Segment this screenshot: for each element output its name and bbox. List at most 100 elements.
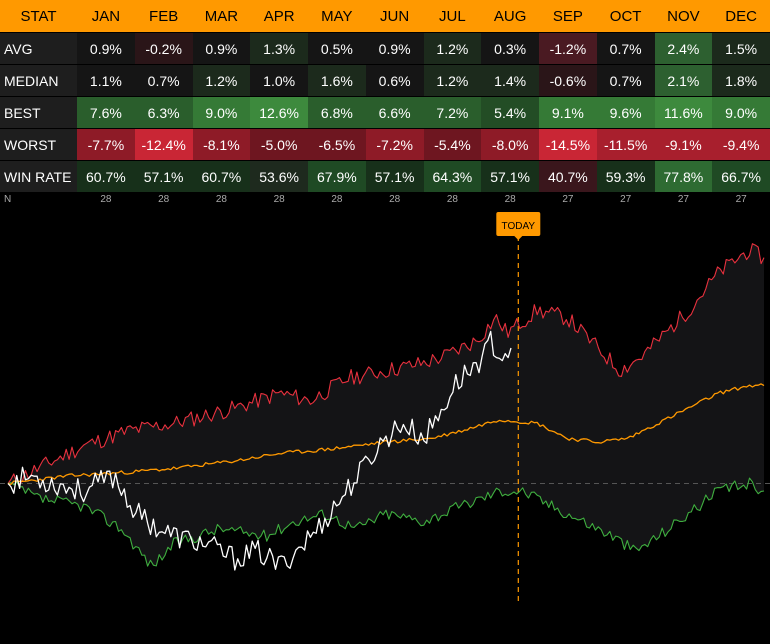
cell-n-aug: 28: [481, 192, 539, 206]
cell-median-nov: 2.1%: [654, 64, 713, 97]
cell-win-rate-jun: 57.1%: [365, 160, 424, 192]
cell-best-feb: 6.3%: [134, 96, 193, 129]
cell-best-oct: 9.6%: [596, 96, 655, 129]
cell-median-feb: 0.7%: [134, 64, 193, 97]
cell-worst-sep: -14.5%: [539, 128, 597, 161]
cell-n-jan: 28: [77, 192, 135, 206]
current-year-line: [7, 330, 512, 571]
cell-win-rate-dec: 66.7%: [712, 160, 770, 192]
cell-avg-aug: 0.3%: [481, 32, 539, 65]
cell-median-jan: 1.1%: [77, 64, 135, 97]
row-label-n: N: [0, 192, 77, 206]
cell-n-jun: 28: [365, 192, 424, 206]
header-aug: AUG: [481, 0, 539, 33]
seasonality-line-chart: TODAY: [0, 212, 770, 604]
cell-worst-apr: -5.0%: [250, 128, 308, 161]
cell-best-mar: 9.0%: [192, 96, 251, 129]
average-path-line: [7, 383, 765, 486]
row-label-best: BEST: [0, 96, 77, 129]
row-n: N 28 28 28 28 28 28 28 28 27 27 27 27: [0, 192, 770, 206]
cell-avg-sep: -1.2%: [539, 32, 597, 65]
seasonality-table: STAT JAN FEB MAR APR MAY JUN JUL AUG SEP OCT NOV DEC…: [0, 0, 770, 206]
table-header-row: STAT JAN FEB MAR APR MAY JUN JUL AUG SEP OCT NOV DEC: [0, 0, 770, 33]
row-worst: WORST -7.7% -12.4% -8.1% -5.0% -6.5% -7.2% -5.4…: [0, 128, 770, 161]
cell-median-mar: 1.2%: [192, 64, 251, 97]
cell-win-rate-mar: 60.7%: [192, 160, 251, 192]
cell-worst-jun: -7.2%: [365, 128, 424, 161]
row-median: MEDIAN 1.1% 0.7% 1.2% 1.0% 1.6% 0.6% 1.2% 1.4% -0…: [0, 64, 770, 97]
header-feb: FEB: [134, 0, 193, 33]
header-dec: DEC: [712, 0, 770, 33]
cell-median-apr: 1.0%: [250, 64, 308, 97]
cell-avg-apr: 1.3%: [250, 32, 308, 65]
cell-median-jul: 1.2%: [423, 64, 482, 97]
cell-best-nov: 11.6%: [654, 96, 713, 129]
cell-median-oct: 0.7%: [596, 64, 655, 97]
row-label-median: MEDIAN: [0, 64, 77, 97]
header-jan: JAN: [77, 0, 135, 33]
cell-worst-feb: -12.4%: [134, 128, 193, 161]
cell-n-oct: 27: [596, 192, 655, 206]
header-jul: JUL: [423, 0, 482, 33]
worst-path-line: [7, 477, 765, 567]
cell-worst-jul: -5.4%: [423, 128, 482, 161]
cell-n-nov: 27: [654, 192, 713, 206]
cell-n-jul: 28: [423, 192, 482, 206]
range-band: [8, 243, 764, 567]
cell-win-rate-may: 67.9%: [308, 160, 366, 192]
cell-n-apr: 28: [250, 192, 308, 206]
cell-best-aug: 5.4%: [481, 96, 539, 129]
cell-avg-may: 0.5%: [308, 32, 366, 65]
cell-avg-nov: 2.4%: [654, 32, 713, 65]
header-nov: NOV: [654, 0, 713, 33]
cell-median-aug: 1.4%: [481, 64, 539, 97]
cell-n-may: 28: [308, 192, 366, 206]
cell-median-jun: 0.6%: [365, 64, 424, 97]
cell-worst-jan: -7.7%: [77, 128, 135, 161]
cell-win-rate-jul: 64.3%: [423, 160, 482, 192]
cell-best-may: 6.8%: [308, 96, 366, 129]
header-oct: OCT: [596, 0, 655, 33]
row-label-win-rate: WIN RATE: [0, 160, 77, 192]
best-path-line: [7, 243, 765, 485]
cell-median-dec: 1.8%: [712, 64, 770, 97]
cell-worst-aug: -8.0%: [481, 128, 539, 161]
cell-win-rate-oct: 59.3%: [596, 160, 655, 192]
today-label: TODAY: [502, 221, 536, 232]
cell-win-rate-feb: 57.1%: [134, 160, 193, 192]
cell-worst-mar: -8.1%: [192, 128, 251, 161]
cell-avg-jul: 1.2%: [423, 32, 482, 65]
cell-avg-oct: 0.7%: [596, 32, 655, 65]
cell-avg-feb: -0.2%: [134, 32, 193, 65]
header-stat: STAT: [0, 0, 77, 33]
row-label-worst: WORST: [0, 128, 77, 161]
cell-worst-may: -6.5%: [308, 128, 366, 161]
cell-win-rate-jan: 60.7%: [77, 160, 135, 192]
cell-worst-oct: -11.5%: [596, 128, 655, 161]
cell-best-jan: 7.6%: [77, 96, 135, 129]
cell-best-sep: 9.1%: [539, 96, 597, 129]
cell-worst-nov: -9.1%: [654, 128, 713, 161]
cell-win-rate-aug: 57.1%: [481, 160, 539, 192]
header-may: MAY: [308, 0, 366, 33]
cell-avg-dec: 1.5%: [712, 32, 770, 65]
cell-avg-jan: 0.9%: [77, 32, 135, 65]
cell-best-apr: 12.6%: [250, 96, 308, 129]
cell-win-rate-apr: 53.6%: [250, 160, 308, 192]
header-mar: MAR: [192, 0, 251, 33]
cell-avg-jun: 0.9%: [365, 32, 424, 65]
today-label-box: [496, 212, 541, 236]
today-label-pointer: [514, 236, 523, 240]
header-apr: APR: [250, 0, 308, 33]
cell-win-rate-sep: 40.7%: [539, 160, 597, 192]
cell-median-sep: -0.6%: [539, 64, 597, 97]
cell-n-sep: 27: [539, 192, 597, 206]
row-avg: AVG 0.9% -0.2% 0.9% 1.3% 0.5% 0.9% 1.2% 0.3% -1.2…: [0, 32, 770, 65]
cell-median-may: 1.6%: [308, 64, 366, 97]
cell-n-mar: 28: [192, 192, 251, 206]
cell-n-dec: 27: [712, 192, 770, 206]
row-best: BEST 7.6% 6.3% 9.0% 12.6% 6.8% 6.6% 7.2% 5.4% 9.1…: [0, 96, 770, 129]
cell-best-jul: 7.2%: [423, 96, 482, 129]
header-jun: JUN: [365, 0, 424, 33]
header-sep: SEP: [539, 0, 597, 33]
